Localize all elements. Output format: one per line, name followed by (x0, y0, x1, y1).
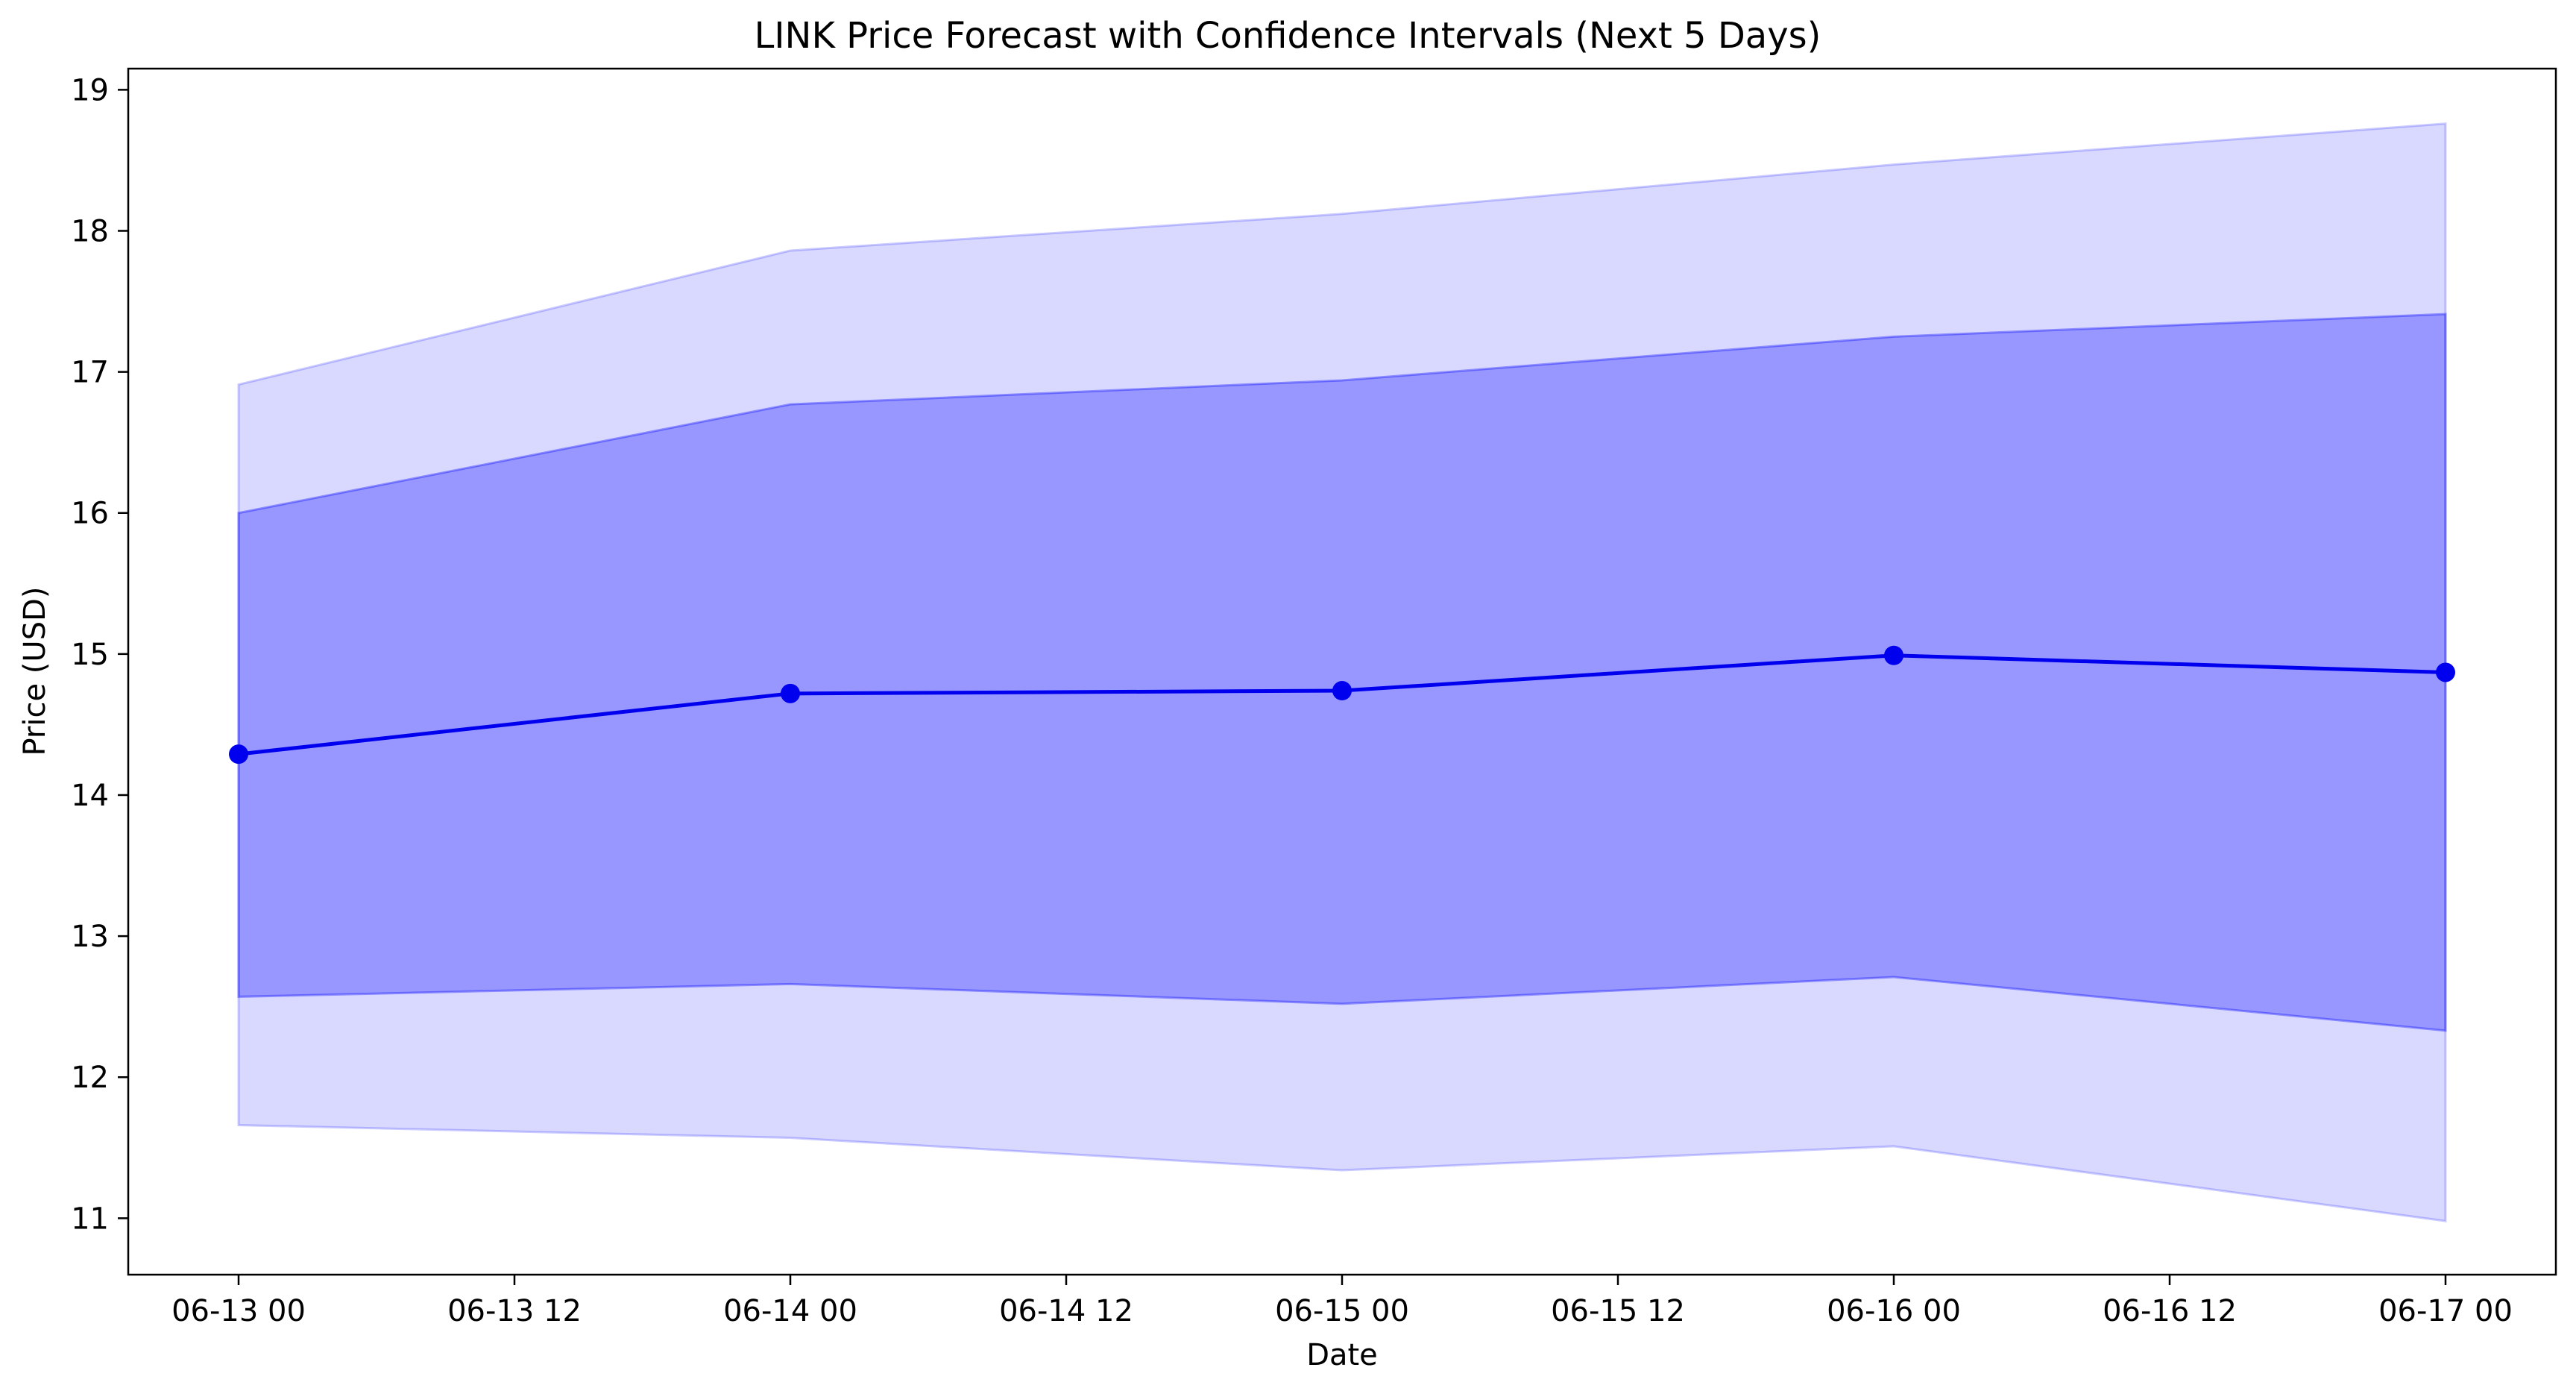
confidence-bands (237, 122, 2447, 1222)
x-axis-label: Date (1306, 1338, 1378, 1372)
forecast-point (1884, 645, 1903, 665)
y-tick-label: 12 (71, 1061, 109, 1095)
y-tick-label: 18 (71, 214, 109, 248)
forecast-series (229, 645, 2455, 764)
y-tick-label: 16 (71, 497, 109, 531)
x-tick-label: 06-15 00 (1275, 1294, 1409, 1328)
confidence-band-2 (237, 313, 2447, 1032)
forecast-point (781, 683, 800, 703)
confidence-band-1 (237, 122, 2447, 1222)
forecast-point (1332, 681, 1352, 701)
x-axis: 06-13 00 06-13 12 06-14 00 06-14 12 06-15 00… (171, 1275, 2513, 1328)
y-tick-label: 14 (71, 779, 109, 813)
y-tick-label: 13 (71, 920, 109, 954)
x-tick-label: 06-16 12 (2103, 1294, 2237, 1328)
y-tick-label: 19 (71, 73, 109, 107)
forecast-point (229, 744, 248, 764)
x-tick-label: 06-14 12 (999, 1294, 1133, 1328)
chart-title: LINK Price Forecast with Confidence Inte… (755, 15, 1821, 57)
x-tick-label: 06-13 00 (171, 1294, 306, 1328)
y-axis: 11 12 13 14 15 16 17 18 19 (71, 73, 128, 1236)
x-tick-label: 06-15 12 (1551, 1294, 1685, 1328)
x-tick-label: 06-16 00 (1827, 1294, 1961, 1328)
y-tick-label: 17 (71, 356, 109, 390)
forecast-point (2436, 662, 2455, 682)
x-tick-label: 06-17 00 (2378, 1294, 2513, 1328)
y-axis-label: Price (USD) (18, 587, 52, 756)
y-tick-label: 15 (71, 638, 109, 672)
x-tick-label: 06-13 12 (447, 1294, 582, 1328)
x-tick-label: 06-14 00 (723, 1294, 857, 1328)
y-tick-label: 11 (71, 1202, 109, 1236)
